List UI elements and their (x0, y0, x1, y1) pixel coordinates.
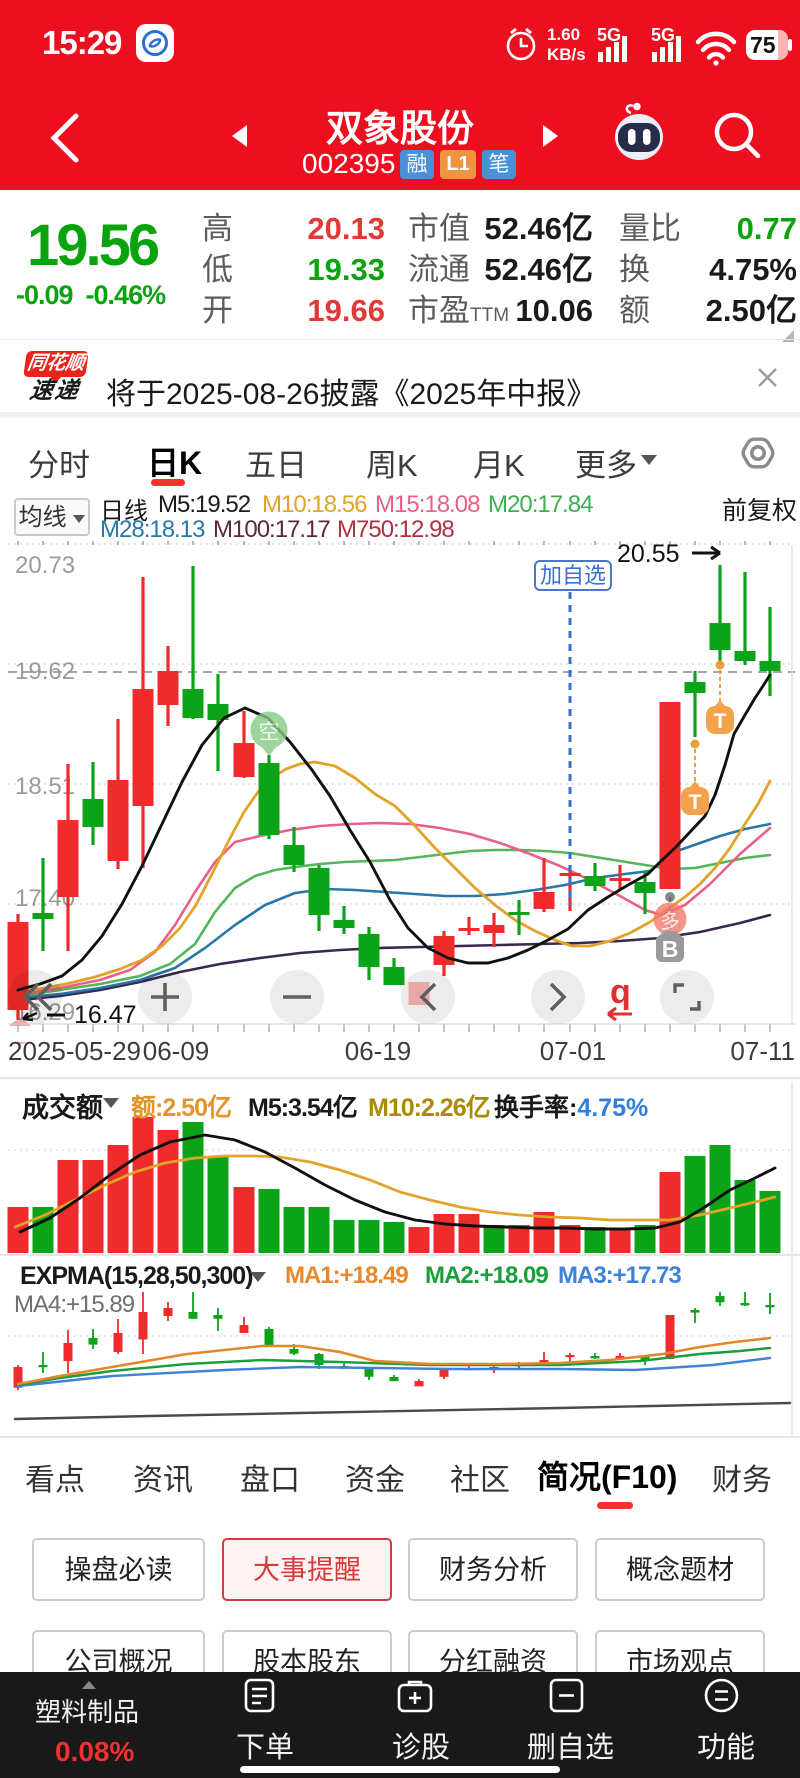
svg-text:19.62: 19.62 (15, 658, 75, 685)
svg-text:空: 空 (259, 721, 280, 744)
svg-text:5G: 5G (651, 25, 675, 45)
svg-text:06-19: 06-19 (345, 1036, 412, 1066)
svg-text:T: T (689, 791, 702, 814)
svg-text:18.51: 18.51 (15, 773, 75, 800)
svg-text:q: q (610, 973, 631, 1011)
svg-text:5G: 5G (597, 25, 621, 45)
svg-text:16.47: 16.47 (74, 1001, 137, 1029)
svg-text:20.73: 20.73 (15, 552, 75, 579)
svg-text:75: 75 (750, 32, 776, 58)
svg-text:2025-05-29: 2025-05-29 (8, 1036, 141, 1066)
svg-text:07-11: 07-11 (730, 1036, 795, 1066)
svg-text:20.55: 20.55 (617, 540, 680, 568)
svg-text:07-01: 07-01 (540, 1036, 607, 1066)
svg-text:1.60: 1.60 (547, 25, 580, 44)
svg-text:B: B (662, 936, 679, 962)
svg-text:T: T (714, 710, 727, 733)
svg-text:KB/s: KB/s (547, 45, 586, 64)
svg-text:加自选: 加自选 (540, 563, 606, 588)
svg-text:06-09: 06-09 (143, 1036, 210, 1066)
svg-text:多: 多 (660, 910, 680, 933)
